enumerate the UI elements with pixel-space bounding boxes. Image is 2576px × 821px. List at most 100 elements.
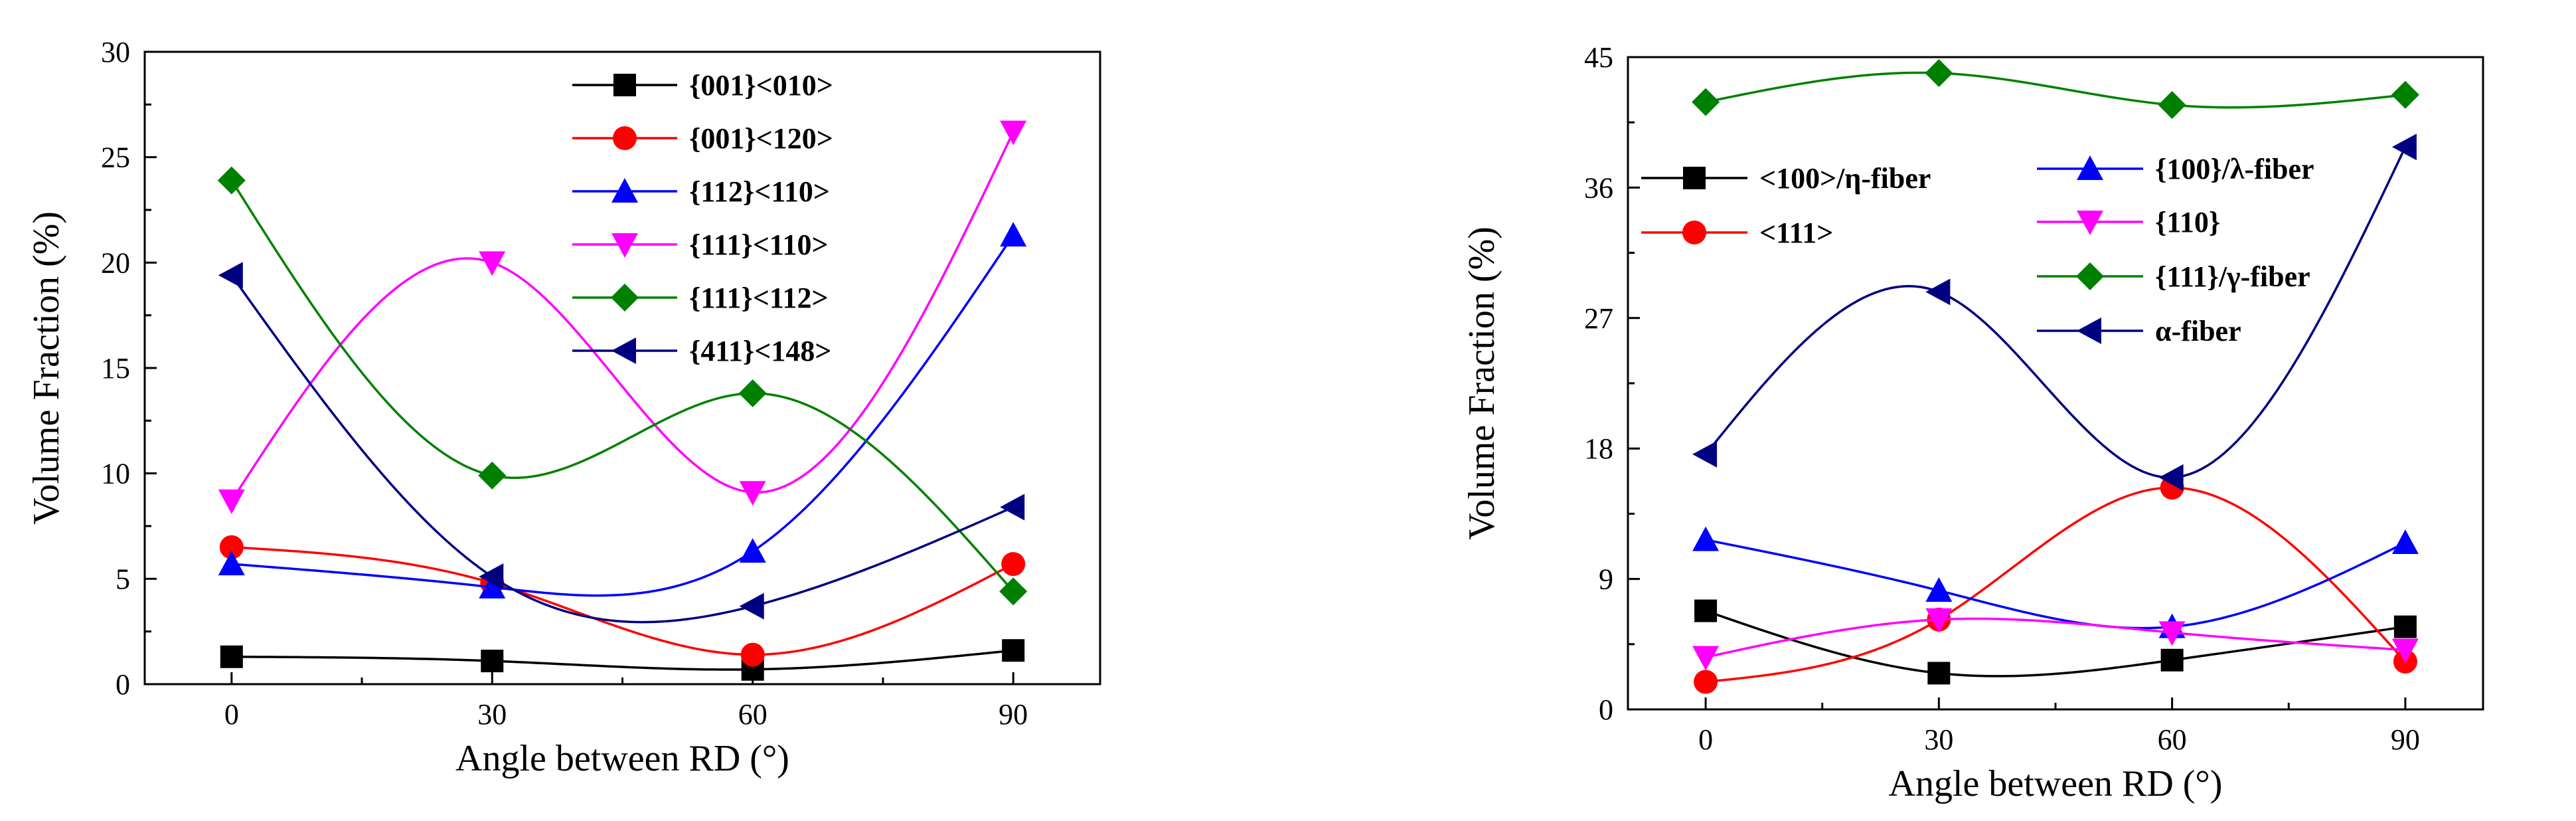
right-x-tick-label: 30	[1924, 723, 1953, 756]
left-series-111-110	[218, 120, 1027, 514]
right-point-100-fiber	[2391, 529, 2419, 555]
left-point-112-110	[479, 574, 506, 599]
left-y-tick-label: 20	[101, 246, 130, 279]
right-legend-label: {111}/γ-fiber	[2155, 260, 2310, 293]
right-y-tick-label: 36	[1584, 171, 1613, 204]
left-point-112-110	[218, 551, 245, 576]
right-x-tick-label: 60	[2158, 723, 2187, 756]
left-y-tick-label: 25	[101, 141, 130, 174]
left-point-411-148	[218, 262, 243, 289]
right-line-111-fiber	[1705, 71, 2406, 109]
right-point-100-fiber	[2393, 615, 2417, 638]
left-point-001-120	[1001, 552, 1026, 577]
right-legend-item-110: {110}	[2037, 206, 2220, 238]
left-x-tick-label: 0	[224, 698, 239, 731]
right-point-100-fiber	[1692, 526, 1720, 551]
left-legend-item-001-010: {001}<010>	[572, 69, 833, 102]
left-point-411-148	[739, 593, 764, 620]
right-y-tick-label: 0	[1599, 693, 1613, 726]
right-point-fiber	[2391, 134, 2417, 161]
right-x-tick-label: 90	[2391, 723, 2420, 756]
right-line-110	[1705, 617, 2406, 659]
left-point-112-110	[1000, 222, 1027, 247]
left-legend-label: {112}<110>	[689, 175, 830, 208]
right-legend-label: {110}	[2155, 206, 2220, 238]
right-x-axis-title: Angle between RD (°)	[1889, 763, 2223, 804]
left-point-111-112	[738, 379, 767, 408]
left-legend-label: {001}<120>	[689, 122, 833, 155]
right-series-100-fiber	[1694, 599, 2417, 685]
right-legend-marker	[1682, 221, 1706, 244]
right-point-111-fiber	[2391, 80, 2419, 109]
chart-right: 0 9 18 27 36 45 0 30 60 90 Angle between RD (°) Vol…	[1461, 41, 2484, 804]
left-legend-marker	[611, 178, 638, 203]
right-line-111	[1705, 486, 2407, 684]
left-point-111-110	[479, 251, 506, 276]
left-y-tick-label: 30	[101, 36, 130, 68]
right-series-111-fiber	[1692, 59, 2419, 120]
left-line-111-110	[230, 131, 1014, 502]
right-point-111-fiber	[1925, 59, 1953, 88]
left-point-411-148	[1000, 494, 1025, 521]
left-point-112-110	[739, 538, 766, 563]
left-legend-label: {111}<112>	[689, 282, 829, 314]
right-point-100-fiber	[1694, 599, 1718, 622]
right-line-100-fiber	[1705, 609, 2406, 678]
left-x-tick-label: 30	[477, 698, 507, 731]
left-legend-item-001-120: {001}<120>	[572, 122, 833, 155]
right-legend-item-111: <111>	[1641, 217, 1833, 249]
right-x-tick-label: 0	[1698, 723, 1713, 756]
left-y-tick-label: 10	[101, 458, 130, 490]
left-x-tick-label: 60	[738, 698, 767, 731]
right-line-fiber	[1704, 146, 2407, 479]
left-legend-label: {411}<148>	[689, 335, 831, 367]
left-line-001-120	[231, 545, 1014, 656]
left-line-001-010	[231, 649, 1014, 671]
left-y-tick-label: 5	[116, 563, 130, 595]
left-y-axis-title: Volume Fraction (%)	[26, 211, 67, 525]
right-legend-label: <100>/η-fiber	[1759, 162, 1931, 195]
right-legend-marker	[2077, 211, 2103, 235]
right-point-110	[2158, 621, 2186, 646]
right-point-110	[1692, 646, 1720, 671]
left-point-111-110	[739, 481, 766, 506]
left-point-111-112	[478, 461, 507, 490]
right-point-111	[1694, 670, 1718, 694]
right-legend-marker	[2076, 262, 2104, 290]
right-series-110	[1692, 608, 2419, 671]
left-point-001-010	[481, 650, 504, 673]
left-point-111-112	[217, 166, 246, 195]
left-series-411-148	[218, 262, 1025, 624]
left-line-112-110	[231, 234, 1014, 597]
right-series-111	[1694, 476, 2417, 694]
right-point-100-fiber	[2160, 648, 2184, 672]
right-legend-label: {100}/λ-fiber	[2155, 153, 2314, 185]
left-point-001-120	[219, 535, 244, 559]
right-legend-marker	[1683, 167, 1706, 189]
left-legend-marker	[613, 126, 637, 150]
right-legend-label: α-fiber	[2155, 315, 2241, 347]
right-legend-item-100-fiber: {100}/λ-fiber	[2037, 153, 2314, 185]
right-point-111-fiber	[2158, 91, 2186, 120]
left-series-001-010	[220, 639, 1025, 681]
left-legend-item-111-112: {111}<112>	[572, 282, 829, 314]
right-point-110	[2391, 638, 2419, 664]
left-legend-marker	[611, 233, 638, 258]
left-legend-item-111-110: {111}<110>	[572, 228, 829, 261]
left-legend-label: {001}<010>	[689, 69, 833, 102]
left-series-111-112	[217, 166, 1028, 606]
left-legend-marker	[611, 337, 636, 364]
left-legend-item-112-110: {112}<110>	[572, 175, 830, 208]
left-legend-marker	[611, 284, 639, 312]
right-legend-marker	[2077, 318, 2101, 344]
right-y-axis-title: Volume Fraction (%)	[1461, 227, 1502, 540]
left-line-111-112	[230, 179, 1014, 593]
left-y-tick-label: 0	[116, 668, 130, 701]
left-legend-item-411-148: {411}<148>	[572, 335, 831, 367]
right-plot-frame	[1627, 56, 2484, 711]
left-y-tick-label: 15	[101, 352, 130, 385]
right-point-100-fiber	[1927, 662, 1951, 685]
chart-left: 0 5 10 15 20 25 30 0 30 60 90 Angle between RD (°) V…	[26, 36, 1101, 779]
left-point-111-110	[218, 489, 245, 514]
